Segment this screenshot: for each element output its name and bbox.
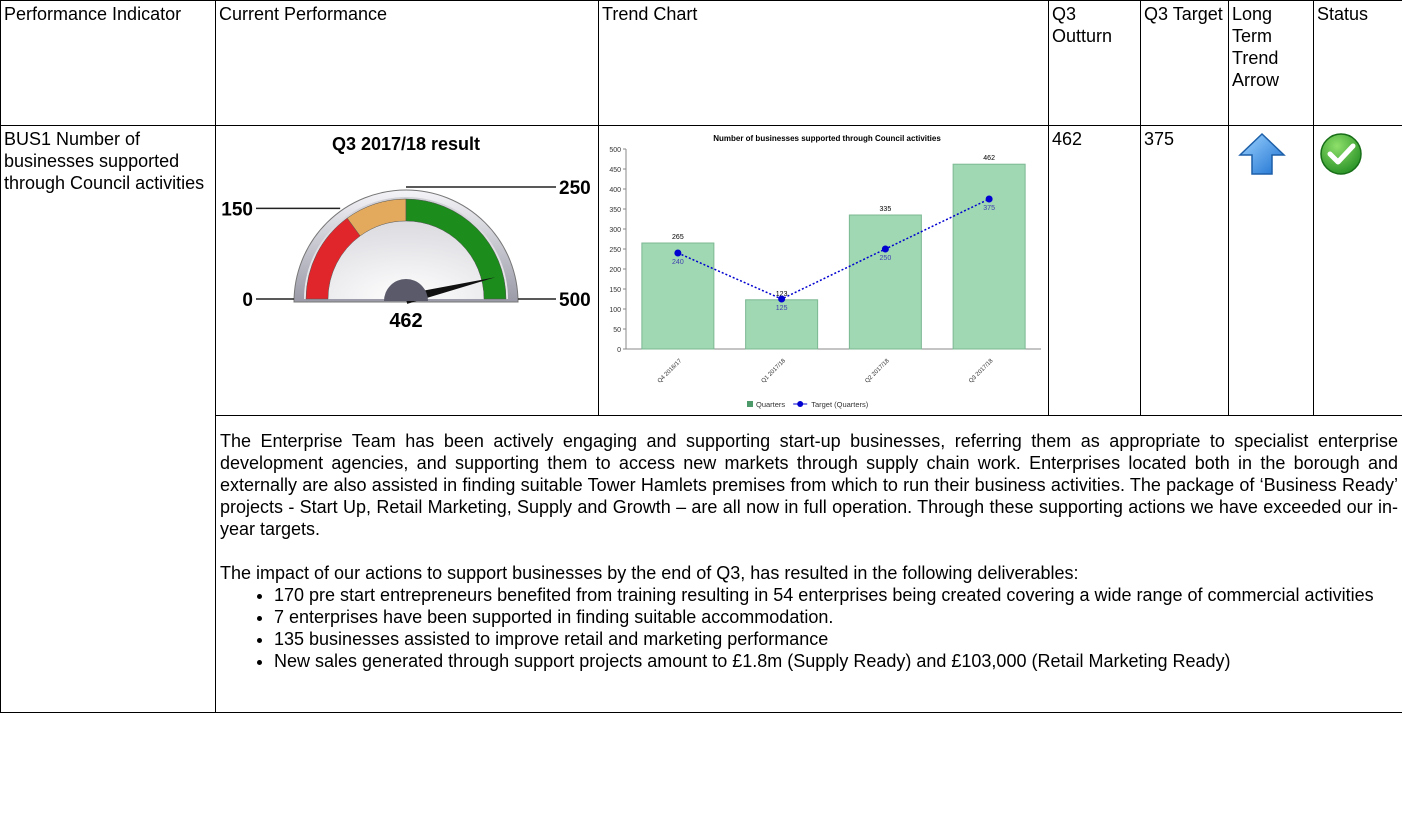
target-point [882,246,889,253]
paragraph: The impact of our actions to support bus… [220,562,1398,584]
chart-title: Number of businesses supported through C… [713,134,941,143]
header-cell: Current Performance [216,1,599,126]
commentary-cell: The Enterprise Team has been actively en… [216,416,1402,713]
page: Performance Indicator Current Performanc… [0,0,1402,820]
x-tick-label: Q3 2017/18 [968,358,995,385]
header-cell: Long Term Trend Arrow [1229,1,1314,126]
kpi-table: Performance Indicator Current Performanc… [0,0,1402,713]
bullet: 7 enterprises have been supported in fin… [274,606,1398,628]
y-tick-label: 400 [609,187,621,194]
trend-chart: Number of businesses supported through C… [599,126,1048,415]
x-tick-label: Q4 2016/17 [657,358,684,385]
gauge: Q3 2017/18 result 0 150 250 500 462 [216,126,598,415]
legend-label: Quarters [756,400,785,409]
target-point [674,250,681,257]
paragraph: The Enterprise Team has been actively en… [220,430,1398,540]
x-tick-label: Q1 2017/18 [761,358,788,385]
bullet: 135 businesses assisted to improve retai… [274,628,1398,650]
gauge-value: 462 [389,310,422,332]
y-tick-label: 200 [609,267,621,274]
target-point [778,296,785,303]
target-value-label: 125 [776,305,788,312]
y-tick-label: 150 [609,287,621,294]
header-cell: Status [1314,1,1402,126]
gauge-title: Q3 2017/18 result [332,134,480,154]
y-tick-label: 350 [609,207,621,214]
gauge-cell: Q3 2017/18 result 0 150 250 500 462 [216,126,599,416]
y-tick-label: 50 [613,327,621,334]
header-cell: Q3 Target [1141,1,1229,126]
bar-value-label: 265 [672,234,684,241]
y-tick-label: 250 [609,247,621,254]
bar [953,164,1025,349]
bar-value-label: 335 [880,206,892,213]
indicator-cell: BUS1 Number of businesses supported thro… [1,126,216,713]
gauge-tick-label: 500 [559,290,591,311]
up-arrow-icon [1232,128,1292,178]
x-tick-label: Q2 2017/18 [864,358,891,385]
gauge-tick-label: 150 [221,199,253,220]
status-cell [1314,126,1402,416]
bullet-list: 170 pre start entrepreneurs benefited fr… [220,584,1398,672]
target-value-label: 240 [672,259,684,266]
gauge-tick-label: 250 [559,178,591,199]
trend-cell [1229,126,1314,416]
target-line [678,199,989,299]
bar-value-label: 462 [983,155,995,162]
y-tick-label: 100 [609,307,621,314]
y-tick-label: 500 [609,147,621,154]
legend-swatch [797,401,803,407]
header-cell: Performance Indicator [1,1,216,126]
y-tick-label: 0 [617,347,621,354]
y-tick-label: 300 [609,227,621,234]
bullet: New sales generated through support proj… [274,650,1398,672]
data-row: BUS1 Number of businesses supported thro… [1,126,1402,416]
y-tick-label: 450 [609,167,621,174]
bar [849,215,921,349]
outturn-cell: 462 [1049,126,1141,416]
header-cell: Trend Chart [599,1,1049,126]
chart-cell: Number of businesses supported through C… [599,126,1049,416]
bullet: 170 pre start entrepreneurs benefited fr… [274,584,1398,606]
target-point [986,196,993,203]
legend-swatch [747,401,753,407]
status-check-icon [1317,128,1377,178]
header-cell: Q3 Outturn [1049,1,1141,126]
target-value-label: 250 [880,255,892,262]
target-value-label: 375 [983,205,995,212]
header-row: Performance Indicator Current Performanc… [1,1,1402,126]
legend-label: Target (Quarters) [811,400,869,409]
gauge-tick-label: 0 [242,290,253,311]
target-cell: 375 [1141,126,1229,416]
